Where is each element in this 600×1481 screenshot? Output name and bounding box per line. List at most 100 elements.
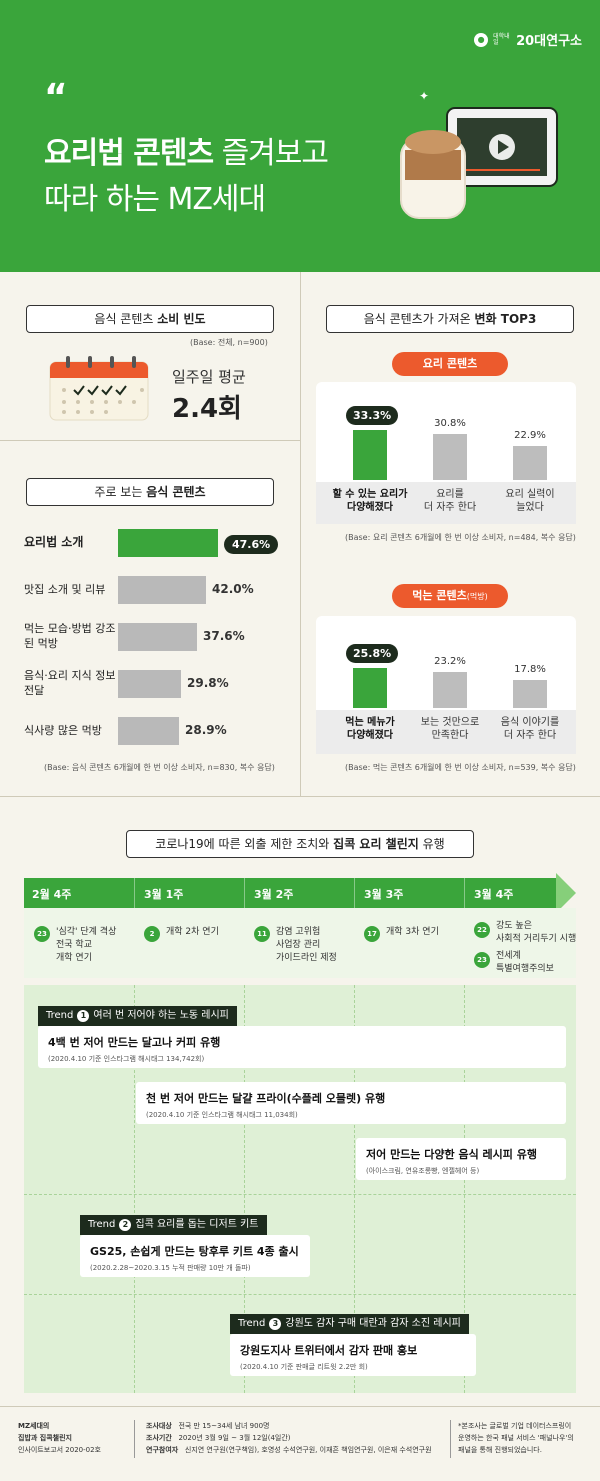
week-guide [134,985,135,1393]
note-line: 패널을 통해 진행되었습니다. [458,1446,542,1454]
info-value: 전국 만 15~34세 남녀 900명 [178,1422,270,1430]
calendar-icon [49,356,149,421]
cooking-category-band [316,482,576,524]
timeline-event: 감염 고위험 사업장 관리 가이드라인 제정 [276,926,337,965]
trend-tag-text: 집콕 요리를 돕는 디저트 키트 [135,1219,259,1230]
event-line: 가이드라인 제정 [276,953,337,963]
report-title-line: 집밥과 집콕챌린지 [18,1434,72,1442]
trend-tag-3: Trend 3 강원도 감자 구매 대란과 감자 소진 레시피 [230,1314,469,1334]
title-bold-text: 집콕 요리 챌린지 [333,837,419,851]
bar-label: 맛집 소개 및 리뷰 [24,583,106,596]
survey-note: *본조사는 글로벌 기업 데이터스프링이 운영하는 한국 패널 서비스 '패널나… [458,1420,574,1456]
heading-text: 음식 콘텐츠 [94,312,158,326]
frequency-value: 2.4회 [172,394,242,424]
event-line: 강도 높은 [496,921,532,931]
timeline-separator [354,878,355,908]
pin-icon: ● [474,32,489,47]
report-title-line: MZ세대의 [18,1422,50,1430]
bar [433,434,467,480]
bar-value-label: 33.3% [346,406,399,425]
trend-item-title: GS25, 손쉽게 만드는 탕후루 키트 4종 출시 [90,1245,299,1258]
timeline-week: 3월 3주 [364,888,404,901]
bar-label: 음식·요리 지식 정보 전달 [24,669,116,697]
eating-content-pill: 먹는 콘텐츠(먹방) [392,584,508,608]
bar-value-label: 22.9% [514,430,546,441]
trend-number: 1 [77,1010,90,1022]
bar-value-label: 28.9% [185,723,227,737]
bar [353,668,387,708]
category-line: 요리를 [436,489,464,500]
category-line: 할 수 있는 요리가 [332,489,408,500]
page-title-line2: 따라 하는 MZ세대 [44,182,266,217]
trend-tag-prefix: Trend [88,1219,116,1230]
timeline-week: 2월 4주 [32,888,72,901]
trend-number: 2 [119,1219,132,1231]
bar [353,430,387,480]
timeline-week: 3월 1주 [144,888,184,901]
bar [118,670,181,698]
pill-small-text: (먹방) [466,592,488,601]
bar-value-label: 47.6% [224,535,279,554]
footer-divider [134,1420,135,1458]
category-label: 보는 것만으로 만족한다 [410,716,490,742]
event-line: 전국 학교 [56,940,92,950]
week-guide [244,985,245,1393]
trend-item-title: 강원도지사 트위터에서 감자 판매 홍보 [240,1344,418,1357]
bar-value-label: 30.8% [434,418,466,429]
trend-item-sub: (아이스크림, 연유조롱빵, 엔젤헤어 등) [366,1167,480,1175]
trend-item-sub: (2020.2.28~2020.3.15 누적 판매량 10만 개 돌파) [90,1264,251,1272]
info-label: 연구참여자 [146,1446,179,1454]
timeline-arrow-icon [556,873,576,913]
category-line: 더 자주 한다 [423,502,477,513]
event-line: 사회적 거리두기 시행 [496,934,577,944]
category-line: 음식 이야기를 [500,717,560,728]
survey-info: 조사대상 전국 만 15~34세 남녀 900명 조사기간 2020년 3월 9… [146,1420,432,1456]
timeline-title: 코로나19에 따른 외출 제한 조치와 집콕 요리 챌린지 유행 [126,830,474,858]
trend-item-title: 4백 번 저어 만드는 달고나 커피 유행 [48,1036,221,1049]
dalgona-coffee-illustration: ✦ [400,90,558,219]
info-label: 조사대상 [146,1422,172,1430]
pill-text: 먹는 콘텐츠 [412,589,467,602]
bar [513,680,547,708]
event-line: 특별여행주의보 [496,964,554,974]
svg-text:✦: ✦ [419,90,429,103]
timeline-event: 개학 2차 연기 [166,926,219,939]
category-line: 먹는 메뉴가 [345,717,395,728]
main-contents-heading: 주로 보는 음식 콘텐츠 [26,478,274,506]
timeline-separator [244,878,245,908]
trend-item-title: 천 번 저어 만드는 달걀 프라이(수플레 오믈렛) 유행 [146,1092,386,1105]
event-date-badge: 17 [364,926,380,942]
trend-tag-2: Trend 2 집콕 요리를 돕는 디저트 키트 [80,1215,267,1235]
main-contents-base: (Base: 음식 콘텐츠 6개월에 한 번 이상 소비자, n=830, 복수… [44,763,275,772]
bar [433,672,467,708]
frequency-label: 일주일 평균 [172,368,246,386]
bar [118,623,197,651]
heading-bold-text: 음식 콘텐츠 [146,485,206,499]
category-label: 할 수 있는 요리가 다양해졌다 [330,488,410,514]
event-line: 감염 고위험 [276,927,321,937]
bar-label: 요리법 소개 [24,535,84,549]
report-title: MZ세대의 집밥과 집콕챌린지 인사이트보고서 2020-02호 [18,1420,101,1456]
title-light: 즐겨보고 [213,136,329,171]
timeline-week: 3월 4주 [474,888,514,901]
heading-bold-text: 변화 TOP3 [474,312,537,326]
bar-value-label: 42.0% [212,582,254,596]
divider [0,440,300,441]
category-line: 늘었다 [516,502,544,513]
eating-base: (Base: 먹는 콘텐츠 6개월에 한 번 이상 소비자, n=539, 복수… [345,763,576,772]
trend-item: GS25, 손쉽게 만드는 탕후루 키트 4종 출시 (2020.2.28~20… [80,1235,310,1277]
cooking-base: (Base: 요리 콘텐츠 6개월에 한 번 이상 소비자, n=484, 복수… [345,533,576,542]
event-line: 전세계 [496,951,521,961]
category-line: 보는 것만으로 [420,717,480,728]
category-label: 음식 이야기를 더 자주 한다 [490,716,570,742]
trend-item: 강원도지사 트위터에서 감자 판매 홍보 (2020.4.10 기준 판매글 리… [230,1334,476,1376]
report-subtitle: 인사이트보고서 2020-02호 [18,1446,101,1454]
logo-small-text: 대학내일 [493,32,510,46]
category-label: 요리 실력이 늘었다 [490,488,570,514]
footer [0,1406,600,1481]
timeline-event: '심각' 단계 격상 전국 학교 개학 연기 [56,926,116,965]
page-title-line1: 요리법 콘텐츠 즐겨보고 [44,128,329,172]
